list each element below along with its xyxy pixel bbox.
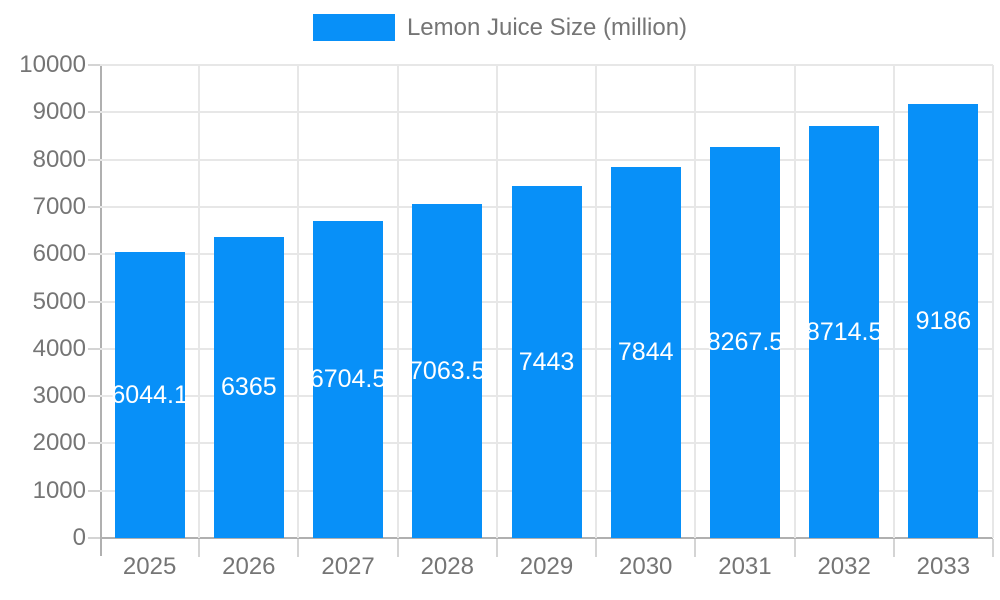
x-axis-line — [88, 537, 993, 539]
y-tick-label: 0 — [72, 524, 86, 551]
x-gridline — [992, 65, 994, 538]
y-tick-label: 7000 — [32, 192, 86, 220]
bar-value-label: 6704.5 — [309, 365, 387, 394]
y-tick — [88, 489, 100, 492]
y-tick-label: 10000 — [19, 51, 86, 78]
x-tick-label: 2027 — [321, 553, 375, 580]
x-gridline — [892, 65, 895, 538]
bar-value-label: 7443 — [518, 347, 575, 376]
bar[interactable] — [213, 236, 284, 538]
y-tick — [88, 64, 100, 66]
y-tick-label: 9000 — [32, 98, 86, 126]
bar-value-label: 7063.5 — [409, 356, 486, 385]
y-tick — [88, 158, 100, 161]
x-tick-label: 2032 — [817, 553, 871, 580]
x-tick-label: 2030 — [619, 553, 673, 580]
y-tick-label: 4000 — [32, 334, 86, 362]
y-tick-label: 8000 — [32, 145, 86, 173]
x-tick-label: 2031 — [718, 553, 772, 580]
x-gridline — [495, 65, 498, 538]
x-gridline — [297, 65, 300, 538]
x-gridline — [198, 65, 201, 538]
bar[interactable] — [412, 203, 483, 538]
bar-value-label: 8714.5 — [805, 317, 883, 346]
y-tick — [88, 253, 100, 256]
x-tick-label: 2033 — [916, 553, 971, 580]
x-tick — [992, 539, 994, 557]
x-tick-label: 2026 — [222, 553, 276, 580]
legend-label: Lemon Juice Size (million) — [406, 14, 688, 41]
bar[interactable] — [114, 252, 185, 538]
bar[interactable] — [809, 125, 880, 538]
x-tick — [297, 539, 300, 557]
x-gridline — [396, 65, 399, 538]
plot-area: 6044.1 6365 6704.5 7063.5 7443 7844 8267.5 8714… — [100, 64, 994, 538]
bar-value-label: 6044.1 — [111, 381, 188, 410]
y-gridline — [100, 111, 993, 114]
y-tick-label: 1000 — [32, 476, 86, 504]
y-tick — [88, 442, 100, 445]
x-tick — [793, 539, 796, 557]
x-tick-label: 2029 — [519, 553, 574, 580]
x-tick — [694, 539, 697, 557]
y-tick — [88, 111, 100, 114]
x-gridline — [694, 65, 697, 538]
x-gridline — [595, 65, 598, 538]
y-gridline — [100, 64, 993, 66]
y-tick — [88, 205, 100, 208]
x-tick — [396, 539, 399, 557]
y-tick — [88, 395, 100, 398]
y-tick-label: 5000 — [32, 287, 86, 315]
x-tick-label: 2025 — [122, 553, 177, 580]
y-tick — [88, 347, 100, 350]
x-gridline — [793, 65, 796, 538]
bar[interactable] — [511, 185, 582, 538]
y-gridline — [100, 158, 993, 161]
x-tick — [495, 539, 498, 557]
y-tick-label: 2000 — [32, 429, 86, 457]
x-tick — [198, 539, 201, 557]
x-tick — [595, 539, 598, 557]
x-tick-label: 2028 — [420, 553, 474, 580]
bar-value-label: 7844 — [617, 338, 674, 367]
bar-value-label: 9186 — [915, 306, 972, 335]
bar[interactable] — [313, 220, 384, 538]
y-tick — [88, 537, 100, 539]
legend[interactable]: Lemon Juice Size (million) — [0, 14, 1000, 41]
legend-swatch-icon — [312, 14, 395, 41]
bar[interactable] — [908, 103, 979, 538]
bar[interactable] — [709, 146, 780, 538]
y-tick-label: 6000 — [32, 240, 86, 268]
y-axis-line — [100, 65, 102, 556]
x-tick — [892, 539, 895, 557]
y-tick-label: 3000 — [32, 382, 86, 410]
bar-value-label: 8267.5 — [706, 328, 784, 357]
bar-value-label: 6365 — [221, 373, 277, 402]
y-tick — [88, 300, 100, 303]
bar[interactable] — [610, 166, 681, 538]
